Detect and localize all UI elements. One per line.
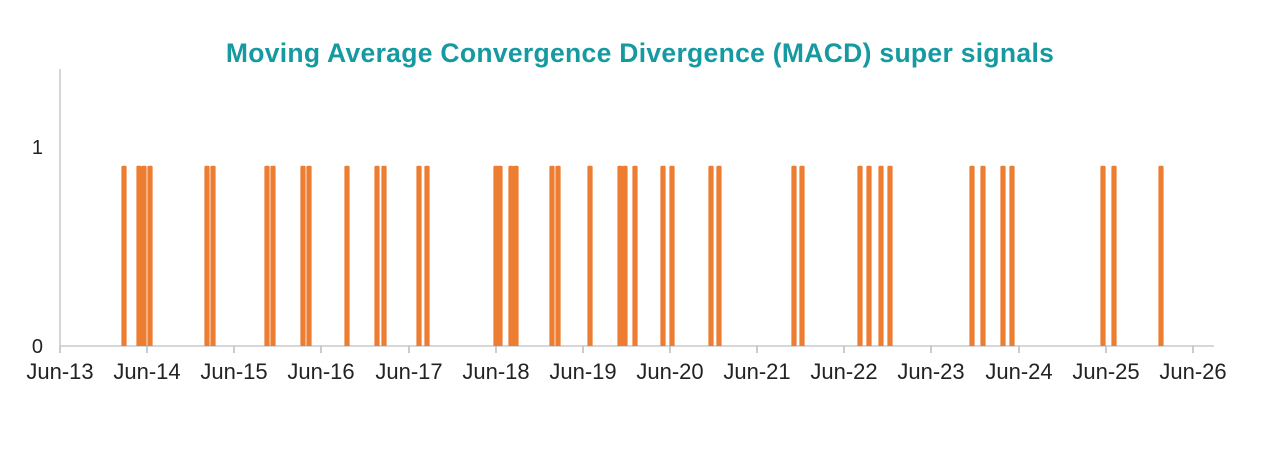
svg-text:Jun-17: Jun-17	[375, 359, 442, 384]
svg-text:Jun-25: Jun-25	[1072, 359, 1139, 384]
svg-text:Jun-20: Jun-20	[636, 359, 703, 384]
svg-text:Jun-14: Jun-14	[113, 359, 180, 384]
svg-text:Jun-23: Jun-23	[897, 359, 964, 384]
svg-text:Jun-16: Jun-16	[287, 359, 354, 384]
svg-text:Jun-21: Jun-21	[723, 359, 790, 384]
svg-text:Jun-19: Jun-19	[549, 359, 616, 384]
svg-text:Jun-15: Jun-15	[200, 359, 267, 384]
svg-text:Jun-13: Jun-13	[26, 359, 93, 384]
svg-text:Jun-26: Jun-26	[1159, 359, 1226, 384]
svg-text:1: 1	[32, 137, 43, 159]
svg-text:Jun-24: Jun-24	[985, 359, 1052, 384]
svg-text:Jun-18: Jun-18	[462, 359, 529, 384]
svg-text:0: 0	[32, 336, 43, 358]
svg-text:Jun-22: Jun-22	[810, 359, 877, 384]
